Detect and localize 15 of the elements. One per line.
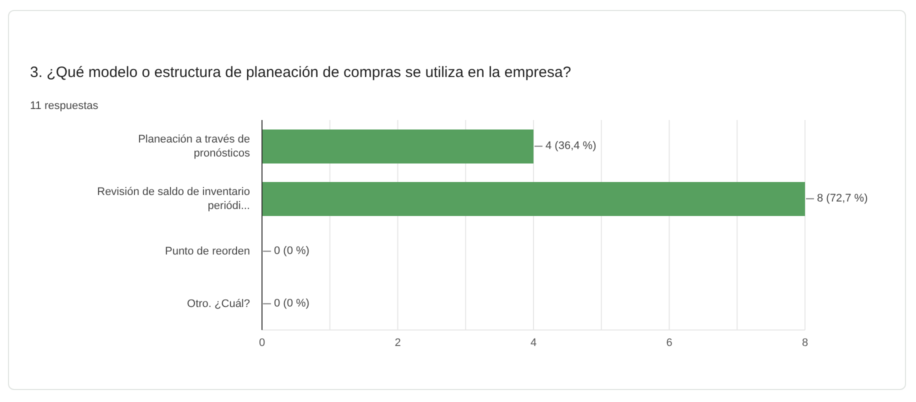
y-tick-label: Punto de reorden xyxy=(164,245,250,258)
data-label: 8 (72,7 %) xyxy=(817,192,868,205)
data-label: 0 (0 %) xyxy=(274,298,310,310)
text: 11 respuestas xyxy=(30,100,98,112)
x-tick-label: 8 xyxy=(802,336,808,349)
x-tick-label: 4 xyxy=(530,336,537,349)
data-label: 4 (36,4 %) xyxy=(546,140,596,152)
chart-title: 3. ¿Qué modelo o estructura de planeación de compras se utiliza en la empresa? xyxy=(30,64,572,81)
data-label: 0 (0 %) xyxy=(274,245,310,258)
x-tick-label: 6 xyxy=(666,336,672,349)
x-tick-label: 2 xyxy=(394,336,401,349)
y-tick-label: Planeación a través de pronósticos xyxy=(138,133,250,160)
x-tick-label: 0 xyxy=(258,336,266,349)
y-tick-label: Otro. ¿Cuál? xyxy=(187,298,250,310)
y-tick-label: Revisión de saldo de inventario periódi... xyxy=(97,186,250,212)
